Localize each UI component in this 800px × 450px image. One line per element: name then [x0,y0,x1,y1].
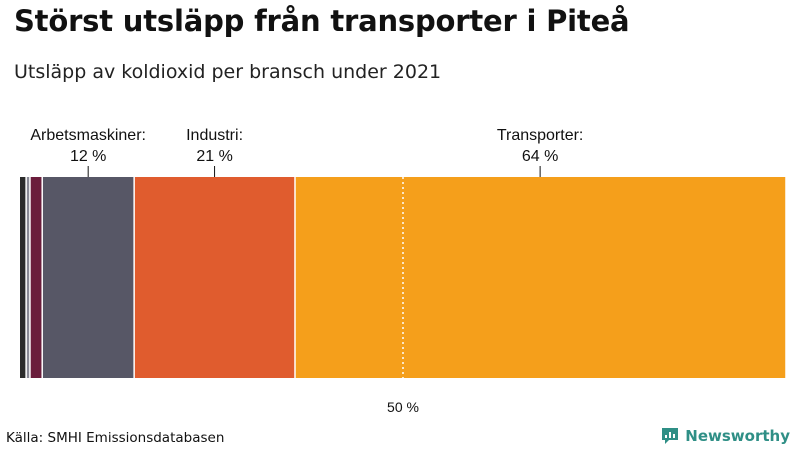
segment-name-label-5: Transporter: [497,127,584,144]
newsworthy-icon [662,428,679,444]
bar-segment-0 [20,177,27,378]
chart-subtitle: Utsläpp av koldioxid per bransch under 2… [14,61,442,83]
chart-title: Störst utsläpp från transporter i Piteå [14,4,630,38]
segment-value-label-4: 21 % [196,148,232,165]
segment-name-label-3: Arbetsmaskiner: [30,127,146,144]
stacked-bar-chart: Arbetsmaskiner: 12 % Industri: 21 % Transpor… [20,127,786,415]
bar-segment-2 [29,177,43,378]
source-note: Källa: SMHI Emissionsdatabasen [6,430,225,446]
bar-segment-5 [294,177,786,378]
bar-segment-4 [134,177,295,378]
brand-logo: Newsworthy [660,426,790,446]
segment-name-label-4: Industri: [186,127,243,144]
bar-segment-3 [42,177,135,378]
reference-line-label: 50 % [387,399,419,415]
segment-value-label-3: 12 % [70,148,106,165]
segment-value-label-5: 64 % [522,148,558,165]
brand-name: Newsworthy [685,427,790,445]
bar-segment-1 [26,177,30,378]
